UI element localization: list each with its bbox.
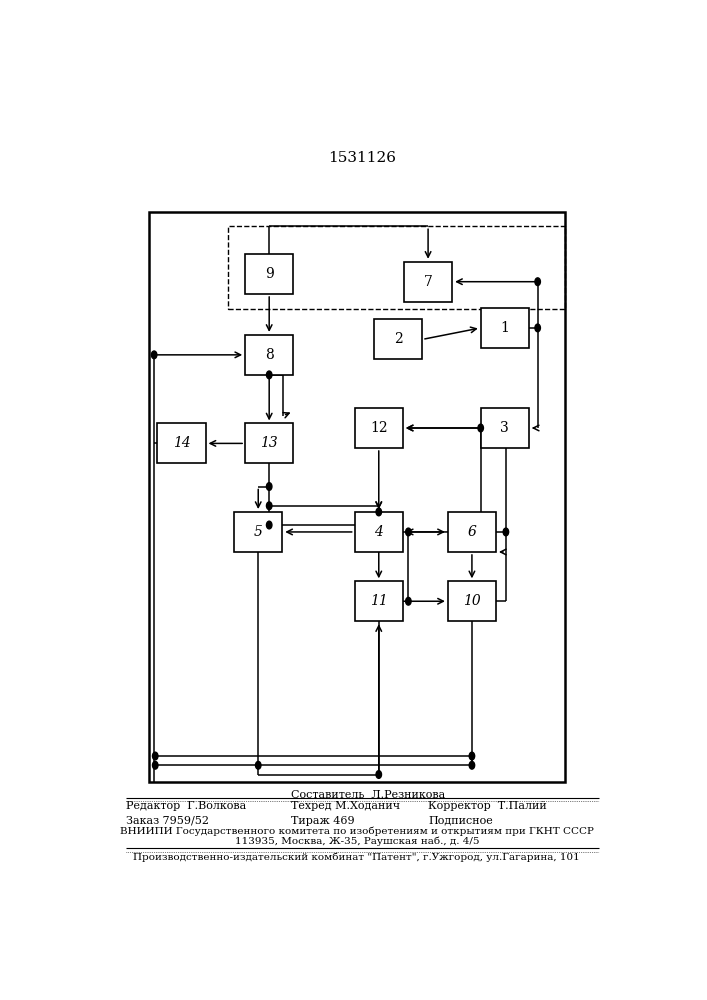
Circle shape xyxy=(406,528,411,536)
Circle shape xyxy=(267,371,272,379)
Circle shape xyxy=(376,508,382,516)
Text: 113935, Москва, Ж-35, Раушская наб., д. 4/5: 113935, Москва, Ж-35, Раушская наб., д. … xyxy=(235,837,479,846)
Text: Редактор  Г.Волкова: Редактор Г.Волкова xyxy=(126,801,246,811)
Circle shape xyxy=(255,761,261,769)
Circle shape xyxy=(406,597,411,605)
FancyBboxPatch shape xyxy=(481,408,529,448)
FancyBboxPatch shape xyxy=(355,581,403,621)
Text: 12: 12 xyxy=(370,421,387,435)
Circle shape xyxy=(267,521,272,529)
Circle shape xyxy=(153,752,158,760)
Text: 11: 11 xyxy=(370,594,387,608)
Text: 3: 3 xyxy=(501,421,509,435)
Text: 8: 8 xyxy=(265,348,274,362)
FancyBboxPatch shape xyxy=(245,423,293,463)
Circle shape xyxy=(535,324,540,332)
Circle shape xyxy=(478,424,484,432)
Circle shape xyxy=(267,483,272,490)
Text: 2: 2 xyxy=(394,332,402,346)
FancyBboxPatch shape xyxy=(245,335,293,375)
FancyBboxPatch shape xyxy=(245,254,293,294)
Text: Тираж 469: Тираж 469 xyxy=(291,816,355,826)
FancyBboxPatch shape xyxy=(355,512,403,552)
FancyBboxPatch shape xyxy=(448,512,496,552)
Text: 1531126: 1531126 xyxy=(328,151,397,165)
FancyBboxPatch shape xyxy=(374,319,422,359)
Text: Заказ 7959/52: Заказ 7959/52 xyxy=(126,816,209,826)
Text: Корректор  Т.Палий: Корректор Т.Палий xyxy=(428,801,547,811)
FancyBboxPatch shape xyxy=(481,308,529,348)
FancyBboxPatch shape xyxy=(234,512,282,552)
FancyBboxPatch shape xyxy=(448,581,496,621)
Circle shape xyxy=(153,761,158,769)
Circle shape xyxy=(535,278,540,286)
Circle shape xyxy=(151,351,157,359)
Text: Составитель  Л.Резникова: Составитель Л.Резникова xyxy=(291,790,445,800)
Text: 4: 4 xyxy=(374,525,383,539)
FancyBboxPatch shape xyxy=(355,408,403,448)
Text: 6: 6 xyxy=(467,525,477,539)
Text: Производственно-издательский комбинат "Патент", г.Ужгород, ул.Гагарина, 101: Производственно-издательский комбинат "П… xyxy=(134,853,580,862)
Circle shape xyxy=(469,761,474,769)
Text: 14: 14 xyxy=(173,436,190,450)
FancyBboxPatch shape xyxy=(404,262,452,302)
Text: Техред М.Ходанич: Техред М.Ходанич xyxy=(291,801,400,811)
Text: 9: 9 xyxy=(265,267,274,281)
Text: Подписное: Подписное xyxy=(428,816,493,826)
Text: 7: 7 xyxy=(423,275,433,289)
Text: 10: 10 xyxy=(463,594,481,608)
Circle shape xyxy=(376,771,382,778)
Text: 13: 13 xyxy=(260,436,278,450)
FancyBboxPatch shape xyxy=(158,423,206,463)
Text: ВНИИПИ Государственного комитета по изобретениям и открытиям при ГКНТ СССР: ВНИИПИ Государственного комитета по изоб… xyxy=(120,827,594,836)
Circle shape xyxy=(469,752,474,760)
Circle shape xyxy=(503,528,508,536)
Circle shape xyxy=(267,502,272,510)
Text: 1: 1 xyxy=(501,321,509,335)
Text: 5: 5 xyxy=(254,525,263,539)
